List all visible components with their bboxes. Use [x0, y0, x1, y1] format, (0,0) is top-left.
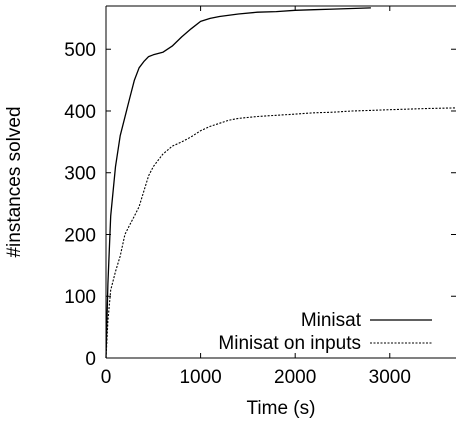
x-tick-label: 3000 [369, 367, 411, 388]
x-tick-label: 2000 [274, 367, 316, 388]
y-tick-label: 0 [85, 349, 96, 370]
legend-label-minisat-on-inputs: Minisat on inputs [218, 333, 361, 354]
x-tick-label: 0 [101, 367, 112, 388]
y-tick-label: 100 [64, 287, 96, 308]
y-ticks: 0 100 200 300 400 500 [64, 40, 456, 370]
plot-frame [105, 5, 456, 359]
legend-label-minisat: Minisat [301, 310, 362, 331]
x-ticks: 0 1000 2000 3000 [101, 6, 411, 388]
x-axis-title: Time (s) [247, 398, 316, 419]
series-layer [105, 7, 456, 359]
y-tick-label: 300 [64, 164, 96, 185]
y-tick-label: 200 [64, 225, 96, 246]
y-axis-title: #instances solved [4, 106, 25, 257]
y-tick-label: 500 [64, 40, 96, 61]
legend: Minisat Minisat on inputs [218, 310, 432, 354]
x-tick-label: 1000 [179, 367, 221, 388]
series-line-minisat-on-inputs [105, 107, 456, 359]
y-tick-label: 400 [64, 102, 96, 123]
series-line-minisat [105, 7, 371, 359]
